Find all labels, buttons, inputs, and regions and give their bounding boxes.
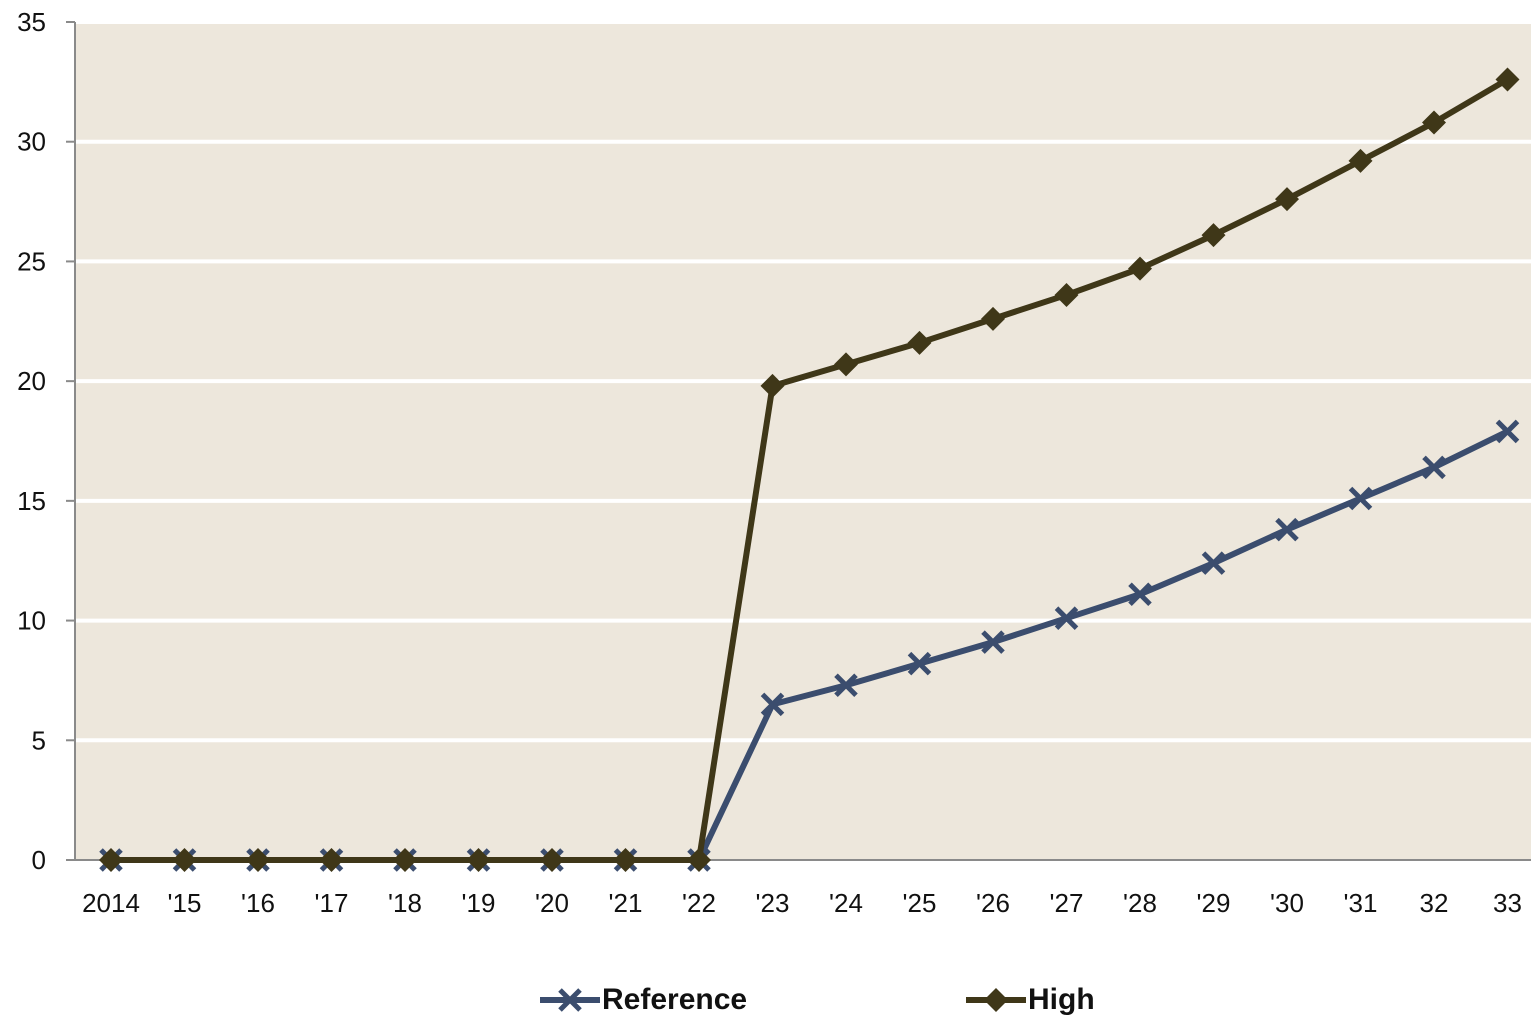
- data-point-diamond-marker: [466, 848, 491, 872]
- data-point-diamond-marker: [99, 848, 123, 872]
- x-tick-label: '16: [241, 888, 275, 918]
- data-point-diamond-marker: [834, 352, 858, 377]
- y-tick-label: 25: [17, 246, 46, 276]
- x-tick-label: '29: [1197, 888, 1231, 918]
- data-point-diamond-marker: [1422, 110, 1446, 135]
- x-axis-ticks: 2014 '15 '16 '17 '18 '19 '20 '21 '22 '23 '24 '25 '26…: [82, 888, 1522, 918]
- x-tick-label: '22: [682, 888, 716, 918]
- data-point-diamond-marker: [907, 330, 932, 355]
- legend-label-reference: Reference: [602, 983, 748, 1016]
- y-tick-label: 30: [17, 127, 46, 157]
- series-high: [99, 67, 1520, 872]
- data-point-diamond-marker: [1275, 187, 1299, 212]
- data-point-x-marker: [1422, 455, 1446, 480]
- x-tick-label: '18: [388, 888, 422, 918]
- data-point-x-marker: [1348, 486, 1373, 511]
- data-point-diamond-marker: [540, 848, 564, 872]
- gridlines: [75, 20, 1531, 743]
- data-point-diamond-marker: [981, 306, 1005, 331]
- x-tick-label: '21: [609, 888, 643, 918]
- y-tick-label: 15: [17, 486, 46, 516]
- data-point-x-marker: [1054, 606, 1079, 630]
- x-tick-label: '30: [1270, 888, 1304, 918]
- x-tick-label: '20: [535, 888, 569, 918]
- data-point-diamond-marker: [1128, 256, 1152, 281]
- line-chart: 0 5 10 15 20 25 30 35 2014 '15 '16 '17 '18 '19 '20 '21…: [17, 7, 1531, 918]
- legend-swatch-reference: [540, 988, 600, 1012]
- x-tick-label: '15: [168, 888, 202, 918]
- y-tick-label: 5: [32, 725, 46, 755]
- data-point-diamond-marker: [319, 848, 344, 872]
- data-point-diamond-marker: [613, 848, 638, 872]
- data-point-diamond-marker: [687, 848, 711, 872]
- data-point-x-marker: [1495, 419, 1520, 444]
- data-point-diamond-marker: [393, 848, 417, 872]
- data-point-diamond-marker: [1348, 148, 1373, 173]
- data-point-x-marker: [1201, 551, 1226, 575]
- data-point-x-marker: [1275, 517, 1299, 542]
- data-point-diamond-marker: [246, 848, 270, 872]
- legend-swatch-high: [966, 988, 1026, 1012]
- legend-item-reference[interactable]: Reference: [540, 975, 747, 1025]
- data-point-diamond-marker: [1495, 67, 1520, 92]
- x-tick-label: '24: [829, 888, 863, 918]
- y-tick-label: 35: [17, 7, 46, 37]
- plot-area: [75, 22, 1531, 860]
- data-point-diamond-marker: [172, 848, 197, 872]
- x-tick-label: '26: [976, 888, 1010, 918]
- y-tick-label: 10: [17, 606, 46, 636]
- x-tick-label: 2014: [82, 888, 140, 918]
- data-point-x-marker: [981, 630, 1005, 654]
- x-tick-label: '23: [756, 888, 790, 918]
- x-tick-label: '27: [1050, 888, 1084, 918]
- x-tick-label: '25: [903, 888, 937, 918]
- y-tick-label: 20: [17, 366, 46, 396]
- legend: Reference High: [0, 975, 1531, 1025]
- series-group: [99, 67, 1520, 872]
- legend-item-high[interactable]: High: [966, 975, 1095, 1025]
- data-point-x-marker: [907, 651, 932, 676]
- x-tick-label: '31: [1344, 888, 1378, 918]
- data-point-x-marker: [760, 692, 785, 717]
- legend-label-high: High: [1028, 983, 1095, 1016]
- data-point-diamond-marker: [760, 373, 785, 398]
- data-point-x-marker: [1128, 582, 1152, 607]
- series-line: [111, 76, 1510, 863]
- x-tick-label: 33: [1493, 888, 1522, 918]
- x-tick-label: '19: [462, 888, 496, 918]
- data-point-diamond-marker: [1054, 282, 1079, 307]
- y-tick-label: 0: [32, 845, 46, 875]
- y-axis-ticks: 0 5 10 15 20 25 30 35: [17, 7, 75, 875]
- x-tick-label: 32: [1420, 888, 1449, 918]
- data-point-x-marker: [834, 673, 858, 697]
- x-tick-label: '28: [1123, 888, 1157, 918]
- data-point-diamond-marker: [1201, 223, 1226, 248]
- x-tick-label: '17: [315, 888, 349, 918]
